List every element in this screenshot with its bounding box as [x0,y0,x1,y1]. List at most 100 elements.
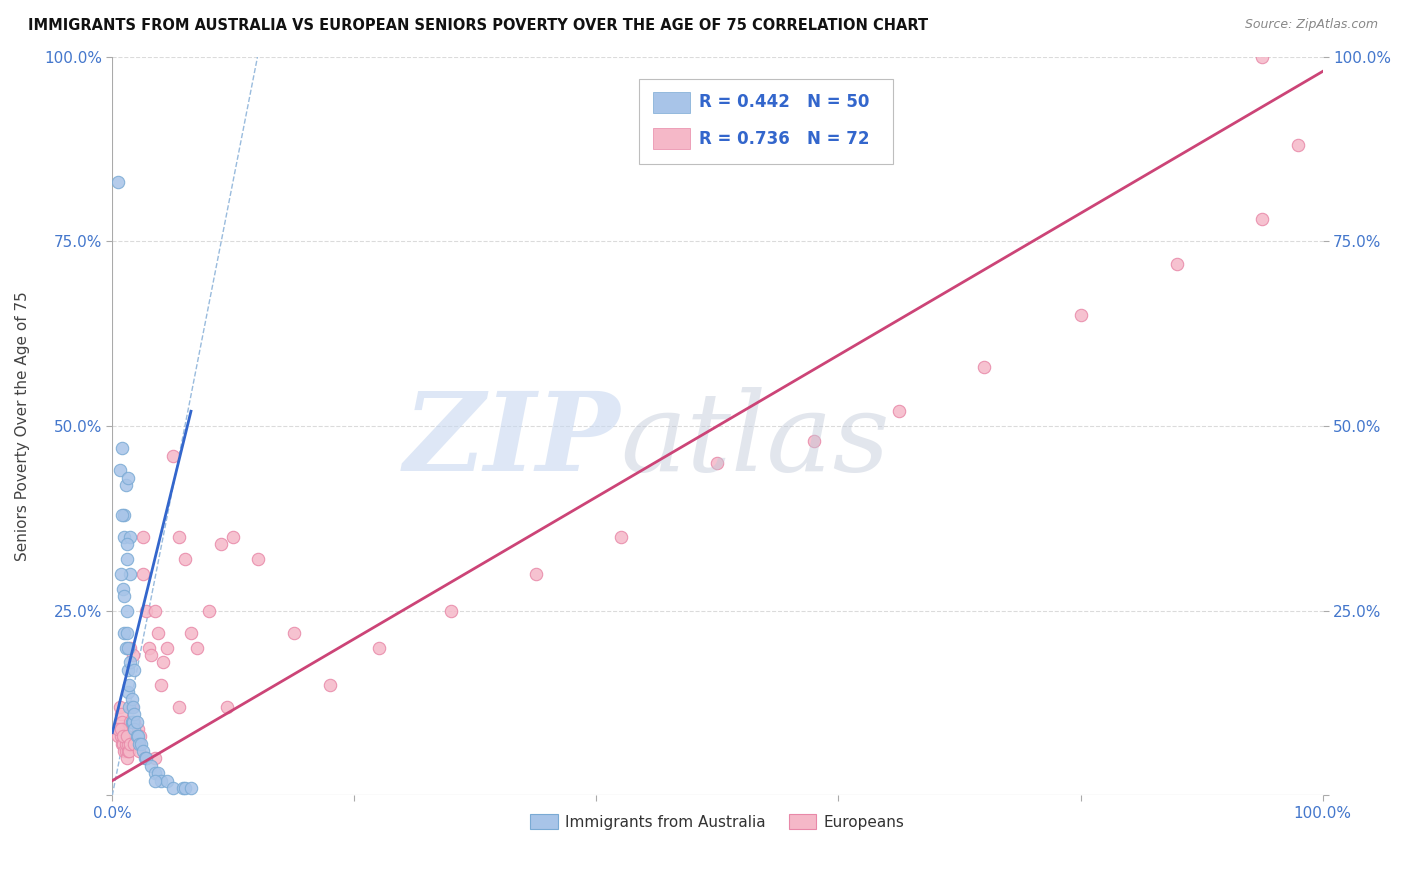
Point [135,604,157,618]
Point [122,737,145,751]
Point [117,663,139,677]
Point [121,692,143,706]
Point [112,729,135,743]
Point [128,744,150,758]
Point [706,456,728,470]
Point [143,773,166,788]
Point [128,737,150,751]
Point [131,530,153,544]
Bar [654,92,689,112]
Point [180,626,202,640]
Point [122,707,145,722]
Point [138,640,160,655]
Point [134,751,156,765]
Point [122,663,145,677]
Point [120,656,142,670]
Text: IMMIGRANTS FROM AUSTRALIA VS EUROPEAN SENIORS POVERTY OVER THE AGE OF 75 CORRELA: IMMIGRANTS FROM AUSTRALIA VS EUROPEAN SE… [28,18,928,33]
Point [117,471,139,485]
Point [111,737,134,751]
Point [246,552,269,566]
Point [198,604,221,618]
Point [367,640,389,655]
Point [120,737,142,751]
Point [110,566,132,581]
Point [149,773,172,788]
Point [118,699,141,714]
Point [114,737,136,751]
Point [120,714,142,729]
Point [1286,138,1309,153]
Point [128,737,150,751]
Point [107,729,129,743]
Point [222,530,245,544]
Point [149,677,172,691]
Point [127,729,149,743]
Point [156,773,179,788]
Point [112,626,135,640]
Point [283,626,305,640]
Y-axis label: Seniors Poverty Over the Age of 75: Seniors Poverty Over the Age of 75 [15,291,30,561]
Point [148,766,170,780]
Point [1070,308,1092,322]
Point [112,722,135,736]
Point [156,640,179,655]
Point [172,780,194,795]
Point [186,640,208,655]
Point [174,552,197,566]
Point [973,359,995,374]
Point [111,714,134,729]
Point [117,640,139,655]
Point [115,729,138,743]
Point [112,744,135,758]
Point [125,714,148,729]
Point [143,604,166,618]
Point [135,751,157,765]
Point [110,729,132,743]
Point [115,552,138,566]
Point [162,449,184,463]
Point [143,766,166,780]
Point [167,699,190,714]
Point [152,656,174,670]
Point [1166,256,1188,270]
Point [121,714,143,729]
Point [122,699,145,714]
Point [609,530,631,544]
Point [1251,50,1274,64]
Point [125,737,148,751]
Text: Source: ZipAtlas.com: Source: ZipAtlas.com [1244,18,1378,31]
Text: atlas: atlas [620,387,890,494]
Point [127,722,149,736]
Point [114,744,136,758]
Point [115,729,138,743]
Point [135,751,157,765]
Point [112,530,135,544]
Point [115,626,138,640]
Point [887,404,910,418]
Point [524,566,547,581]
Point [117,744,139,758]
Point [117,685,139,699]
Point [115,751,138,765]
Point [129,729,152,743]
Point [120,640,142,655]
Point [112,508,135,522]
Point [117,737,139,751]
Legend: Immigrants from Australia, Europeans: Immigrants from Australia, Europeans [524,807,911,836]
Point [209,537,232,551]
Point [122,648,145,662]
Point [112,589,135,603]
FancyBboxPatch shape [638,78,893,164]
Point [122,714,145,729]
Text: ZIP: ZIP [404,387,620,494]
Point [122,722,145,736]
Point [112,582,135,596]
Point [108,699,131,714]
Point [217,699,239,714]
Point [115,604,138,618]
Point [167,530,190,544]
Point [114,640,136,655]
Point [803,434,825,448]
Point [120,566,142,581]
Point [131,744,153,758]
